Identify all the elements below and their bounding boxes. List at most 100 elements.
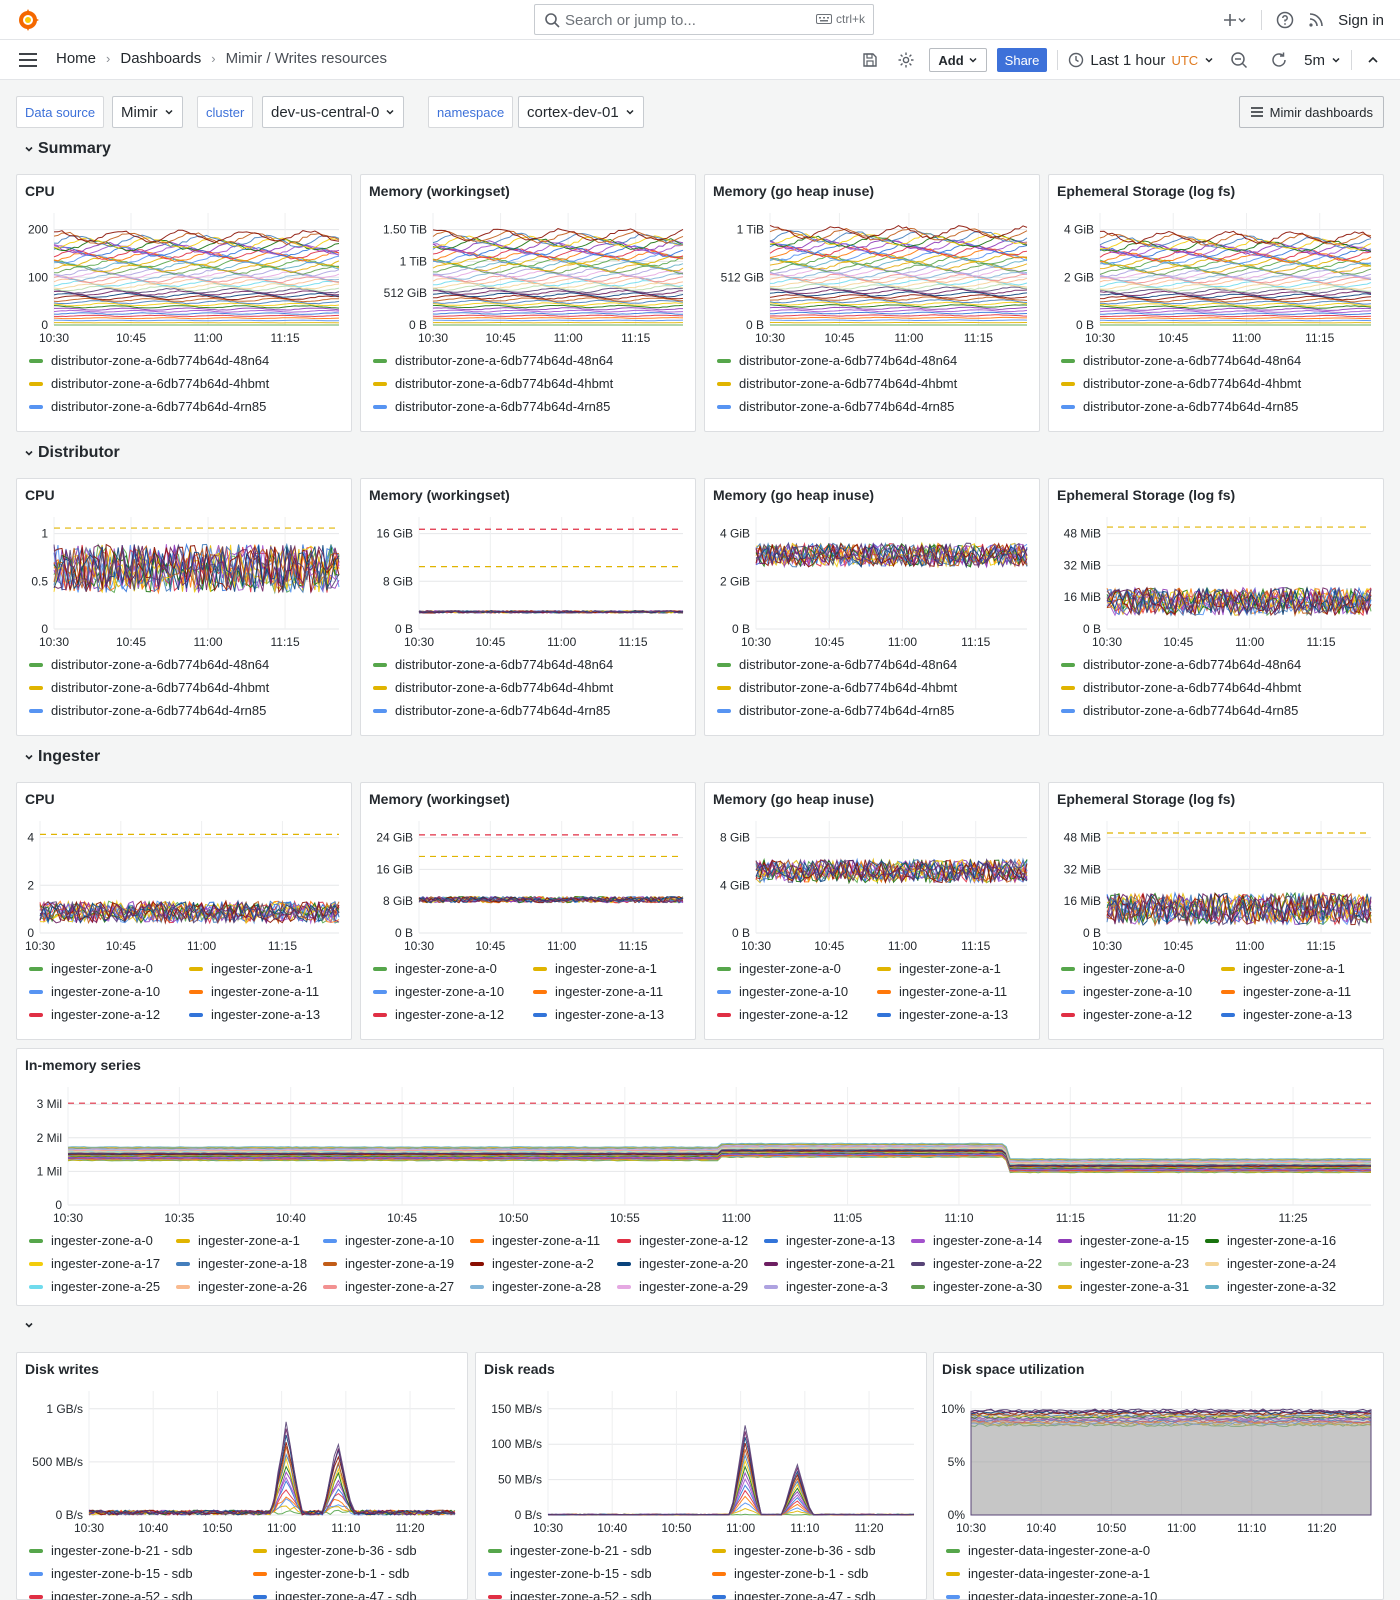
legend-item[interactable]: ingester-zone-b-36 - sdb bbox=[712, 1543, 876, 1558]
legend-item[interactable]: ingester-zone-a-11 bbox=[470, 1233, 600, 1248]
breadcrumb-home[interactable]: Home bbox=[56, 50, 97, 67]
legend-item[interactable]: distributor-zone-a-6db774b64d-4hbmt bbox=[29, 376, 269, 391]
legend-item[interactable]: distributor-zone-a-6db774b64d-48n64 bbox=[1061, 657, 1301, 672]
legend-item[interactable]: ingester-zone-a-18 bbox=[176, 1256, 307, 1271]
legend-item[interactable]: distributor-zone-a-6db774b64d-48n64 bbox=[29, 657, 269, 672]
chart-inmem[interactable]: 0 1 Mil 2 Mil 3 Mil 10:30 10:35 10:40 10:45 10:5… bbox=[17, 1049, 1385, 1229]
legend-item[interactable]: ingester-zone-b-1 - sdb bbox=[712, 1566, 868, 1581]
legend-item[interactable]: ingester-zone-a-31 bbox=[1058, 1279, 1189, 1294]
panel-ing-eph[interactable]: Ephemeral Storage (log fs) 0 B 16 MiB 32 Mi… bbox=[1048, 782, 1384, 1040]
legend-item[interactable]: ingester-zone-b-36 - sdb bbox=[253, 1543, 417, 1558]
chart-sum-mem[interactable]: 0 B 512 GiB 1 TiB 1.50 TiB 10:30 10:45 11:00 11… bbox=[361, 175, 697, 349]
legend-item[interactable]: distributor-zone-a-6db774b64d-4hbmt bbox=[373, 680, 613, 695]
legend-item[interactable]: distributor-zone-a-6db774b64d-48n64 bbox=[717, 657, 957, 672]
legend-item[interactable]: distributor-zone-a-6db774b64d-4rn85 bbox=[29, 399, 266, 414]
settings-button[interactable] bbox=[893, 51, 919, 69]
menu-icon[interactable] bbox=[18, 52, 38, 68]
chart-ing-cpu[interactable]: 0 2 4 10:30 10:45 11:00 11:15 bbox=[17, 783, 353, 957]
panel-disk-w[interactable]: Disk writes 0 B/s 500 MB/s 1 GB/s 10:30 10:40… bbox=[16, 1352, 468, 1600]
search-input[interactable] bbox=[565, 9, 785, 31]
legend-item[interactable]: distributor-zone-a-6db774b64d-4hbmt bbox=[1061, 680, 1301, 695]
legend-item[interactable]: ingester-zone-a-52 - sdb bbox=[488, 1589, 652, 1600]
refresh-button[interactable] bbox=[1264, 51, 1294, 69]
panel-dist-eph[interactable]: Ephemeral Storage (log fs) 0 B 16 MiB 32 Mi… bbox=[1048, 478, 1384, 736]
grafana-logo-icon[interactable] bbox=[16, 8, 40, 32]
legend-item[interactable]: ingester-zone-a-28 bbox=[470, 1279, 601, 1294]
legend-item[interactable]: ingester-zone-a-10 bbox=[373, 984, 504, 999]
legend-item[interactable]: distributor-zone-a-6db774b64d-48n64 bbox=[717, 353, 957, 368]
legend-item[interactable]: ingester-zone-a-17 bbox=[29, 1256, 160, 1271]
zoom-out-button[interactable] bbox=[1224, 51, 1254, 69]
legend-item[interactable]: ingester-zone-a-25 bbox=[29, 1279, 160, 1294]
chart-sum-eph[interactable]: 0 B 2 GiB 4 GiB 10:30 10:45 11:00 11:15 bbox=[1049, 175, 1385, 349]
legend-item[interactable]: ingester-zone-a-29 bbox=[617, 1279, 748, 1294]
legend-item[interactable]: ingester-zone-a-0 bbox=[29, 961, 153, 976]
row-disk[interactable] bbox=[24, 1320, 38, 1330]
legend-item[interactable]: ingester-zone-a-52 - sdb bbox=[29, 1589, 193, 1600]
search-bar[interactable]: ctrl+k bbox=[534, 4, 874, 35]
save-button[interactable] bbox=[857, 52, 883, 68]
collapse-button[interactable] bbox=[1362, 54, 1384, 66]
mimir-dashboards-button[interactable]: Mimir dashboards bbox=[1238, 96, 1384, 128]
legend-item[interactable]: ingester-zone-a-11 bbox=[877, 984, 1007, 999]
legend-item[interactable]: ingester-zone-a-1 bbox=[176, 1233, 300, 1248]
legend-item[interactable]: ingester-zone-a-10 bbox=[717, 984, 848, 999]
cluster-select[interactable]: dev-us-central-0 bbox=[262, 96, 405, 128]
legend-item[interactable]: distributor-zone-a-6db774b64d-4hbmt bbox=[29, 680, 269, 695]
legend-item[interactable]: ingester-zone-a-13 bbox=[1221, 1007, 1352, 1022]
legend-item[interactable]: ingester-zone-a-12 bbox=[1061, 1007, 1192, 1022]
legend-item[interactable]: ingester-zone-a-11 bbox=[533, 984, 663, 999]
chart-sum-heap[interactable]: 0 B 512 GiB 1 TiB 10:30 10:45 11:00 11:15 bbox=[705, 175, 1041, 349]
legend-item[interactable]: ingester-zone-b-15 - sdb bbox=[488, 1566, 652, 1581]
chart-dist-eph[interactable]: 0 B 16 MiB 32 MiB 48 MiB 10:30 10:45 11:00 11:1… bbox=[1049, 479, 1385, 653]
breadcrumb-dashboards[interactable]: Dashboards bbox=[120, 50, 202, 67]
legend-item[interactable]: distributor-zone-a-6db774b64d-48n64 bbox=[1061, 353, 1301, 368]
row-distributor[interactable]: Distributor bbox=[24, 444, 120, 462]
legend-item[interactable]: ingester-zone-a-21 bbox=[764, 1256, 895, 1271]
row-ingester[interactable]: Ingester bbox=[24, 748, 100, 766]
legend-item[interactable]: distributor-zone-a-6db774b64d-4hbmt bbox=[1061, 376, 1301, 391]
panel-ing-cpu[interactable]: CPU 0 2 4 10:30 10:45 11:00 11:15 ingester-zone-… bbox=[16, 782, 352, 1040]
legend-item[interactable]: ingester-zone-b-21 - sdb bbox=[488, 1543, 652, 1558]
legend-item[interactable]: ingester-zone-a-13 bbox=[877, 1007, 1008, 1022]
panel-dist-cpu[interactable]: CPU 0 0.5 1 10:30 10:45 11:00 11:15 distributor-… bbox=[16, 478, 352, 736]
legend-item[interactable]: distributor-zone-a-6db774b64d-48n64 bbox=[29, 353, 269, 368]
legend-item[interactable]: ingester-zone-a-12 bbox=[373, 1007, 504, 1022]
legend-item[interactable]: distributor-zone-a-6db774b64d-4rn85 bbox=[29, 703, 266, 718]
chart-ing-mem[interactable]: 0 B 8 GiB 16 GiB 24 GiB 10:30 10:45 11:00 11:15 bbox=[361, 783, 697, 957]
legend-item[interactable]: ingester-zone-a-1 bbox=[1221, 961, 1345, 976]
sign-in-link[interactable]: Sign in bbox=[1338, 11, 1384, 29]
legend-item[interactable]: ingester-zone-a-23 bbox=[1058, 1256, 1189, 1271]
legend-item[interactable]: ingester-zone-a-1 bbox=[189, 961, 313, 976]
chart-dist-cpu[interactable]: 0 0.5 1 10:30 10:45 11:00 11:15 bbox=[17, 479, 353, 653]
legend-item[interactable]: distributor-zone-a-6db774b64d-4hbmt bbox=[373, 376, 613, 391]
chart-disk-r[interactable]: 0 B/s 50 MB/s 100 MB/s 150 MB/s 10:30 10:40 10… bbox=[476, 1353, 928, 1539]
legend-item[interactable]: ingester-zone-a-11 bbox=[189, 984, 319, 999]
help-button[interactable] bbox=[1276, 11, 1294, 29]
panel-sum-eph[interactable]: Ephemeral Storage (log fs) 0 B 2 GiB 4 GiB 1… bbox=[1048, 174, 1384, 432]
legend-item[interactable]: distributor-zone-a-6db774b64d-4rn85 bbox=[717, 703, 954, 718]
time-range-picker[interactable]: Last 1 hour UTC bbox=[1068, 52, 1214, 69]
new-menu-button[interactable] bbox=[1223, 13, 1247, 27]
legend-item[interactable]: distributor-zone-a-6db774b64d-4rn85 bbox=[717, 399, 954, 414]
legend-item[interactable]: ingester-zone-a-10 bbox=[1061, 984, 1192, 999]
legend-item[interactable]: ingester-zone-a-47 - sdb bbox=[712, 1589, 876, 1600]
chart-disk-u[interactable]: 0% 5% 10% 10:30 10:40 10:50 11:00 11:10 11:20 bbox=[934, 1353, 1385, 1539]
chart-ing-eph[interactable]: 0 B 16 MiB 32 MiB 48 MiB 10:30 10:45 11:00 11:1… bbox=[1049, 783, 1385, 957]
chart-ing-heap[interactable]: 0 B 4 GiB 8 GiB 10:30 10:45 11:00 11:15 bbox=[705, 783, 1041, 957]
legend-item[interactable]: ingester-zone-a-13 bbox=[189, 1007, 320, 1022]
legend-item[interactable]: ingester-zone-a-11 bbox=[1221, 984, 1351, 999]
add-button[interactable]: Add bbox=[929, 48, 987, 72]
chart-dist-heap[interactable]: 0 B 2 GiB 4 GiB 10:30 10:45 11:00 11:15 bbox=[705, 479, 1041, 653]
legend-item[interactable]: distributor-zone-a-6db774b64d-4hbmt bbox=[717, 376, 957, 391]
legend-item[interactable]: ingester-zone-a-22 bbox=[911, 1256, 1042, 1271]
legend-item[interactable]: ingester-zone-a-0 bbox=[717, 961, 841, 976]
legend-item[interactable]: ingester-zone-a-12 bbox=[717, 1007, 848, 1022]
legend-item[interactable]: ingester-zone-a-27 bbox=[323, 1279, 454, 1294]
legend-item[interactable]: ingester-zone-a-0 bbox=[373, 961, 497, 976]
legend-item[interactable]: ingester-zone-a-32 bbox=[1205, 1279, 1336, 1294]
legend-item[interactable]: ingester-zone-a-1 bbox=[877, 961, 1001, 976]
share-button[interactable]: Share bbox=[996, 48, 1048, 72]
legend-item[interactable]: ingester-zone-a-12 bbox=[617, 1233, 748, 1248]
legend-item[interactable]: distributor-zone-a-6db774b64d-4rn85 bbox=[373, 703, 610, 718]
